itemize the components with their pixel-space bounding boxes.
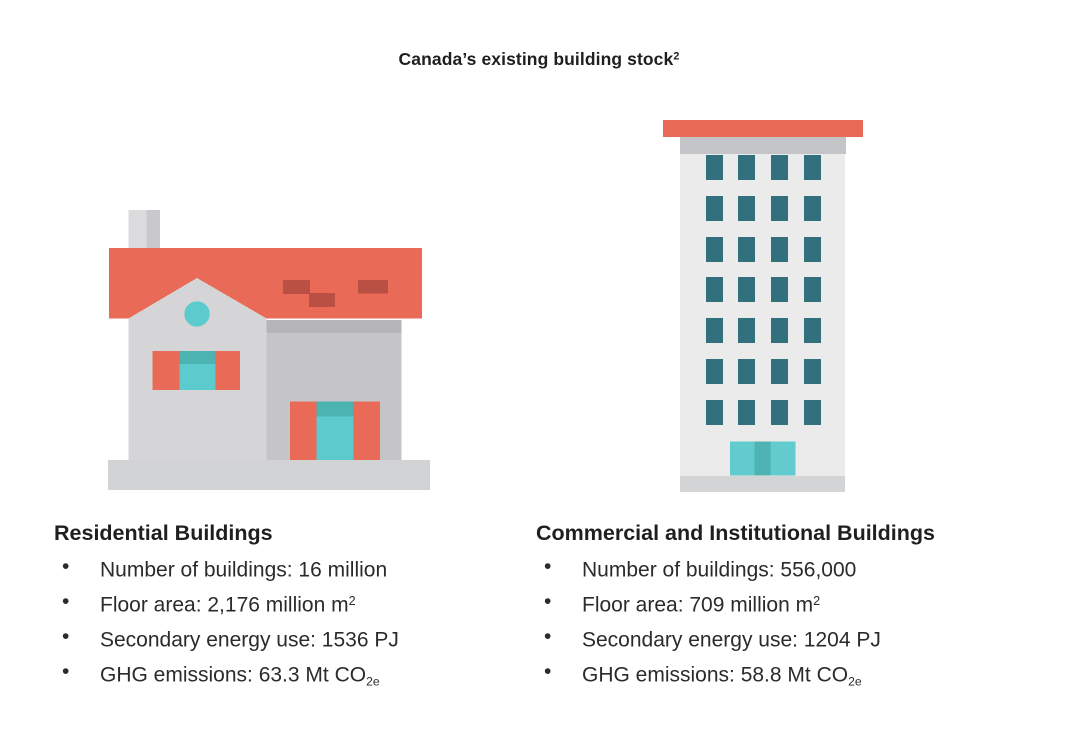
page-title: Canada’s existing building stock2 [0,49,1078,70]
page-title-text: Canada’s existing building stock [398,49,674,69]
stat-floor-area: Floor area: 2,176 million m2 [100,593,356,617]
bullet-marker: • [62,624,70,648]
house-window [152,351,240,390]
tower-windows [706,155,821,425]
list-item: • Floor area: 709 million m2 [536,584,1056,619]
tower-door [730,441,796,476]
house-chimney [128,210,160,249]
house-roof-shadow [266,320,402,333]
commercial-heading: Commercial and Institutional Buildings [536,521,935,545]
list-item: • GHG emissions: 63.3 Mt CO2e [54,654,514,689]
bullet-marker: • [544,624,552,648]
stat-number-of-buildings: Number of buildings: 556,000 [582,558,857,582]
house-foundation [108,460,430,490]
list-item: • Secondary energy use: 1204 PJ [536,619,1056,654]
residential-house-icon [108,210,430,490]
tower-roof [663,120,863,137]
list-item: • Number of buildings: 16 million [54,549,514,584]
list-item: • Number of buildings: 556,000 [536,549,1056,584]
bullet-marker: • [544,589,552,613]
residential-section: Residential Buildings • Number of buildi… [54,521,514,689]
stat-floor-area: Floor area: 709 million m2 [582,593,821,617]
house-roof-shingles [283,280,388,307]
page-title-superscript: 2 [673,50,680,63]
bullet-marker: • [62,589,70,613]
list-item: • Floor area: 2,176 million m2 [54,584,514,619]
bullet-marker: • [62,659,70,683]
stat-ghg-emissions: GHG emissions: 63.3 Mt CO2e [100,663,380,689]
stat-ghg-emissions: GHG emissions: 58.8 Mt CO2e [582,663,862,689]
stat-number-of-buildings: Number of buildings: 16 million [100,558,388,582]
tower-base [680,476,845,492]
house-door [290,401,380,460]
house-round-window [184,301,210,327]
commercial-section: Commercial and Institutional Buildings •… [536,521,1056,689]
residential-heading: Residential Buildings [54,521,273,545]
list-item: • GHG emissions: 58.8 Mt CO2e [536,654,1056,689]
bullet-marker: • [544,554,552,578]
bullet-marker: • [62,554,70,578]
commercial-stats-list: • Number of buildings: 556,000 • Floor a… [536,549,1056,689]
residential-stats-list: • Number of buildings: 16 million • Floo… [54,549,514,689]
tower-parapet [680,137,846,154]
commercial-tower-icon [663,120,863,492]
stat-secondary-energy: Secondary energy use: 1536 PJ [100,628,399,652]
list-item: • Secondary energy use: 1536 PJ [54,619,514,654]
bullet-marker: • [544,659,552,683]
stat-secondary-energy: Secondary energy use: 1204 PJ [582,628,881,652]
